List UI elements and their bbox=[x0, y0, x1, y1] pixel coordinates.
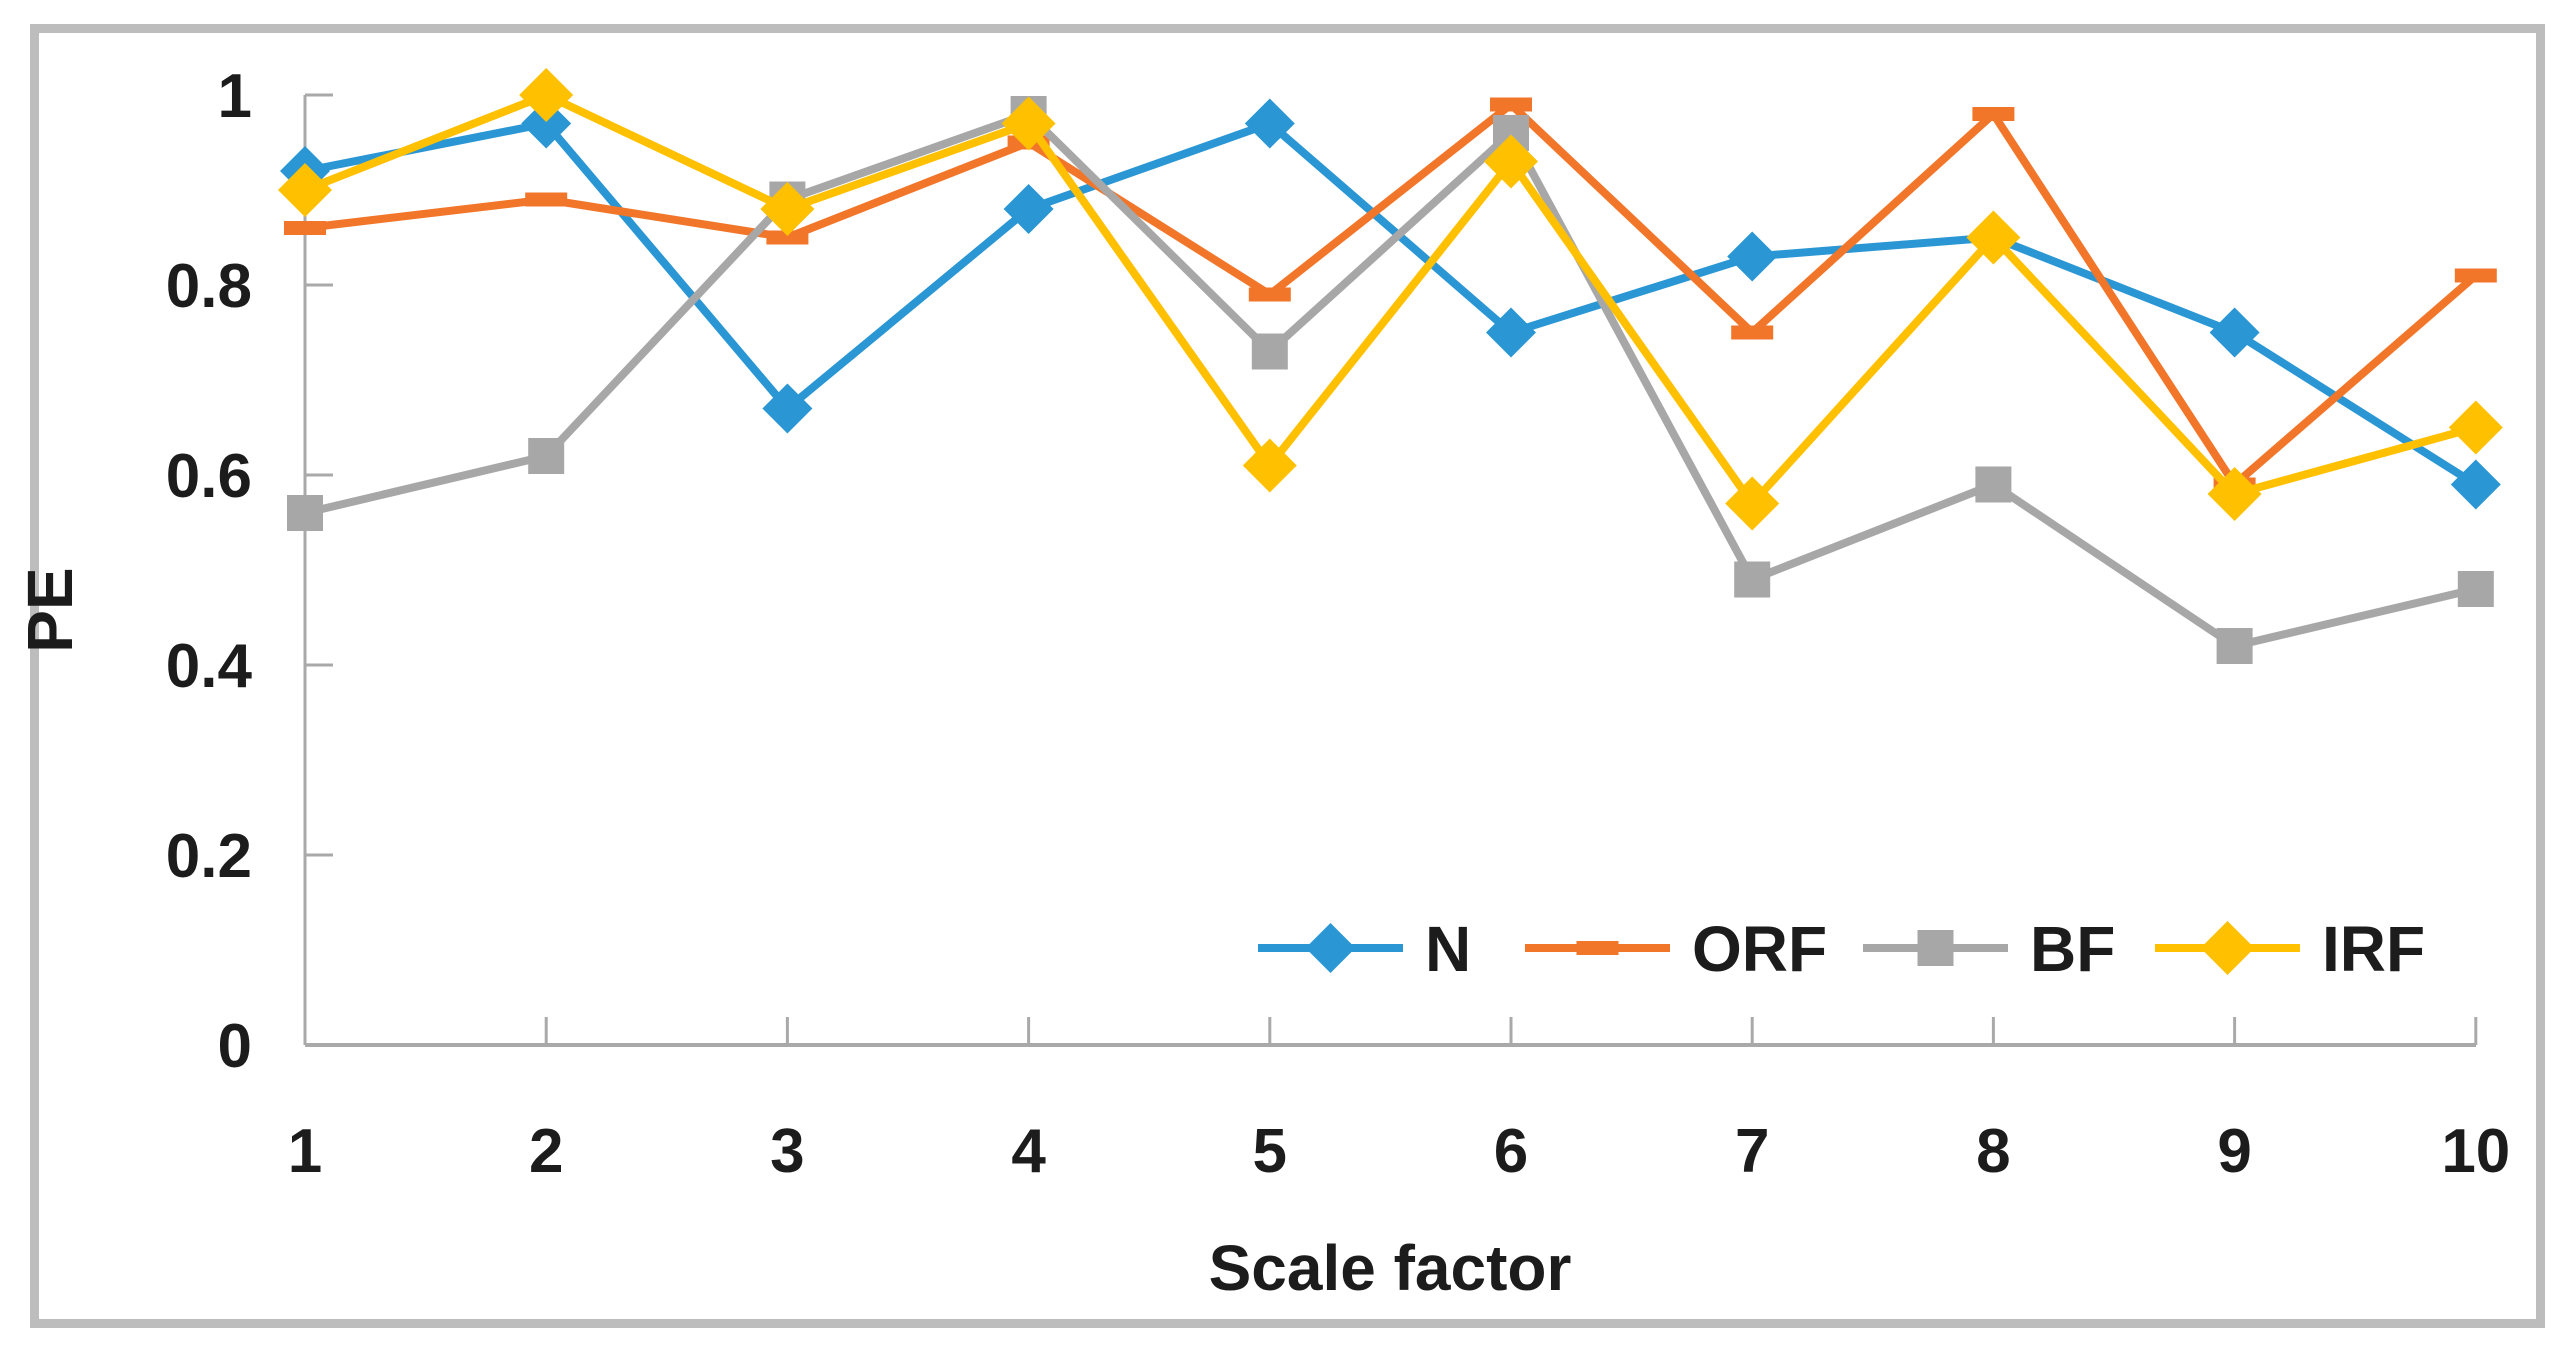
x-tick-label: 7 bbox=[1735, 1117, 1769, 1186]
x-tick-label: 2 bbox=[529, 1117, 563, 1186]
series-line-N bbox=[301, 119, 2480, 489]
marker-IRF-3 bbox=[760, 182, 815, 236]
marker-IRF-1 bbox=[278, 163, 332, 217]
marker-IRF-7 bbox=[1725, 476, 1780, 531]
marker-ORF-2 bbox=[525, 192, 568, 207]
x-tick-label: 6 bbox=[1494, 1117, 1528, 1186]
x-tick-label: 1 bbox=[288, 1117, 322, 1186]
x-tick-label: 4 bbox=[1011, 1117, 1046, 1186]
marker-IRF-9 bbox=[2207, 467, 2262, 521]
marker-IRF-6 bbox=[1484, 134, 1538, 189]
marker-N-9 bbox=[2209, 307, 2260, 358]
marker-N-3 bbox=[762, 383, 813, 434]
legend-item-N: N bbox=[1258, 913, 1471, 985]
x-tick-label: 9 bbox=[2217, 1117, 2251, 1186]
marker-ORF-5 bbox=[1248, 287, 1291, 302]
y-tick-label: 1 bbox=[218, 62, 252, 131]
marker-IRF-10 bbox=[2448, 400, 2503, 455]
y-axis-title: PE bbox=[14, 567, 86, 652]
marker-N-7 bbox=[1727, 231, 1778, 282]
marker-IRF-5 bbox=[1242, 438, 1297, 493]
marker-BF-1 bbox=[287, 495, 323, 531]
marker-BF-10 bbox=[2457, 571, 2494, 607]
marker-IRF-8 bbox=[1966, 210, 2021, 265]
x-tick-label: 3 bbox=[770, 1117, 804, 1186]
legend-marker-N bbox=[1305, 923, 1356, 973]
marker-N-4 bbox=[1003, 184, 1054, 234]
marker-N-5 bbox=[1244, 98, 1295, 149]
marker-N-10 bbox=[2450, 459, 2501, 510]
marker-BF-5 bbox=[1251, 333, 1288, 370]
marker-N-2 bbox=[521, 98, 572, 149]
legend-label-ORF: ORF bbox=[1692, 913, 1827, 985]
legend-marker-BF bbox=[1917, 930, 1954, 966]
series-ORF bbox=[284, 97, 2497, 492]
legend-label-N: N bbox=[1425, 913, 1471, 985]
x-tick-label: 8 bbox=[1976, 1117, 2010, 1186]
legend-label-IRF: IRF bbox=[2322, 913, 2425, 985]
series-line-IRF bbox=[301, 91, 2480, 508]
marker-IRF-4 bbox=[1001, 96, 1056, 151]
marker-ORF-10 bbox=[2454, 268, 2497, 283]
marker-BF-9 bbox=[2216, 628, 2253, 664]
series-layer bbox=[278, 68, 2503, 664]
legend-label-BF: BF bbox=[2030, 913, 2115, 985]
marker-BF-8 bbox=[1975, 466, 2012, 503]
legend-item-BF: BF bbox=[1863, 913, 2115, 985]
marker-ORF-6 bbox=[1490, 97, 1532, 112]
series-line-BF bbox=[301, 110, 2480, 650]
x-axis-title: Scale factor bbox=[1209, 1232, 1572, 1304]
legend-layer: N ORF BF IRF bbox=[1258, 913, 2425, 985]
legend-marker-IRF bbox=[2200, 921, 2255, 975]
legend-marker-ORF bbox=[1576, 941, 1619, 955]
series-IRF bbox=[278, 68, 2503, 531]
chart-frame bbox=[30, 24, 2545, 1328]
series-N bbox=[280, 98, 2501, 510]
y-tick-label: 0.8 bbox=[166, 252, 252, 321]
marker-ORF-3 bbox=[766, 230, 809, 245]
x-tick-label: 10 bbox=[2441, 1117, 2510, 1186]
y-tick-label: 0.6 bbox=[166, 442, 252, 511]
legend-item-IRF: IRF bbox=[2155, 913, 2425, 985]
marker-BF-2 bbox=[528, 438, 565, 474]
legend-item-ORF: ORF bbox=[1525, 913, 1827, 985]
marker-ORF-8 bbox=[1972, 107, 2015, 121]
x-tick-label: 5 bbox=[1253, 1117, 1287, 1186]
series-line-ORF bbox=[301, 100, 2480, 489]
marker-BF-7 bbox=[1734, 561, 1771, 598]
marker-ORF-7 bbox=[1731, 325, 1774, 340]
marker-IRF-2 bbox=[519, 68, 574, 122]
marker-N-6 bbox=[1486, 307, 1536, 358]
y-tick-label: 0.4 bbox=[166, 632, 253, 701]
y-tick-label: 0 bbox=[218, 1012, 252, 1081]
marker-ORF-1 bbox=[284, 221, 326, 235]
axes-layer: 0 0.2 0.4 0.6 0.8 1 1 2 3 4 5 6 7 8 9 10 bbox=[166, 62, 2510, 1186]
y-tick-label: 0.2 bbox=[166, 822, 252, 891]
